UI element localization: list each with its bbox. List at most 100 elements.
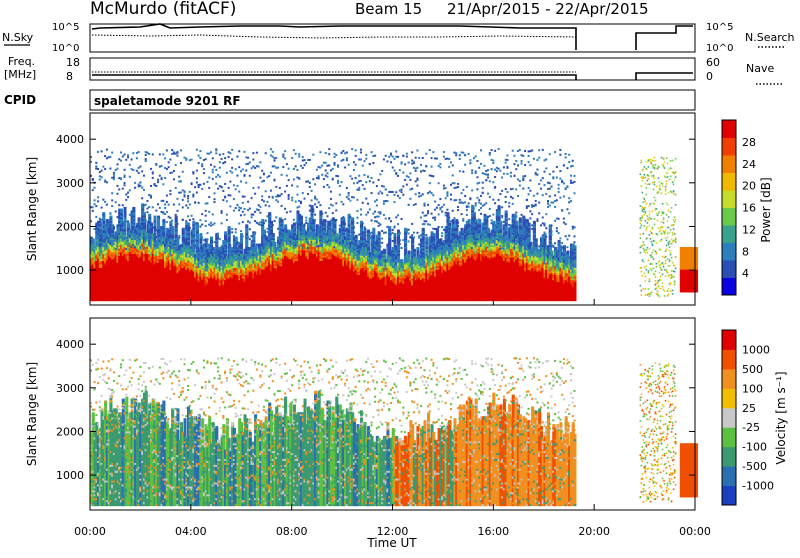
power-cell [162, 219, 165, 223]
power-cell [166, 195, 168, 197]
nsearch-label: N.Search [745, 31, 795, 44]
cpid-value: spaletamode 9201 RF [94, 94, 241, 108]
power-cell [258, 223, 260, 225]
power-cell [235, 231, 237, 233]
power-cell [259, 177, 261, 179]
power-cell [143, 248, 145, 250]
power-cell [226, 172, 228, 174]
power-cell [157, 203, 159, 205]
power-cell [108, 222, 110, 224]
power-cell [249, 238, 251, 240]
power-cell [108, 156, 110, 158]
power-cell [196, 149, 198, 151]
power-cell [281, 193, 283, 195]
power-cell [210, 222, 212, 224]
power-cell [124, 207, 127, 211]
power-cell [229, 194, 231, 196]
power-cell [210, 237, 213, 241]
power-cell [150, 223, 153, 227]
power-cell [247, 236, 249, 238]
power-cell [274, 179, 276, 181]
power-cell [155, 236, 157, 238]
power-cell [169, 193, 171, 195]
power-cell [184, 191, 186, 193]
power-cell [97, 168, 99, 170]
power-cell [178, 237, 180, 239]
power-cell [141, 170, 143, 172]
power-cell [191, 159, 193, 161]
power-cell [136, 152, 138, 154]
power-cell [95, 165, 97, 167]
power-cell [245, 156, 247, 158]
power-cell [157, 232, 159, 234]
power-cell [268, 225, 270, 227]
power-cell [247, 201, 249, 203]
power-cell [141, 211, 143, 213]
cpid-label: CPID [4, 93, 36, 107]
power-cell [268, 221, 270, 223]
power-cell [178, 203, 180, 205]
power-cell [104, 168, 106, 170]
power-cell [122, 227, 124, 229]
power-cell [219, 185, 221, 187]
power-cell [277, 243, 279, 245]
power-cell [118, 204, 120, 206]
power-cell [113, 228, 115, 230]
power-cell [131, 168, 133, 170]
power-cell [139, 181, 141, 183]
power-cell [141, 204, 143, 206]
power-cell [219, 161, 221, 163]
power-cell [148, 153, 150, 155]
power-cell [238, 191, 240, 193]
power-cell [229, 205, 231, 207]
power-cell [245, 163, 247, 165]
power-cell [162, 241, 164, 243]
power-cell [109, 156, 111, 158]
power-cell [228, 194, 230, 196]
power-cell [175, 187, 177, 189]
power-cell [217, 235, 219, 237]
power-cell [249, 228, 251, 230]
power-cell [116, 185, 118, 187]
power-cell [268, 175, 270, 177]
power-cell [282, 154, 284, 156]
power-cell [164, 167, 166, 169]
power-cell [178, 192, 180, 194]
power-cell [229, 181, 231, 183]
power-cell [176, 238, 179, 242]
power-cell [281, 237, 283, 239]
power-cell [198, 162, 200, 164]
power-cell [244, 174, 246, 176]
power-cell [272, 233, 275, 237]
power-cell [99, 175, 101, 177]
power-cell [194, 245, 196, 247]
power-cell [102, 214, 104, 216]
power-cell [161, 165, 163, 167]
power-cell [148, 206, 150, 208]
power-cell [270, 226, 272, 228]
power-cell [139, 185, 141, 187]
power-cell [238, 150, 240, 152]
power-cell [242, 169, 244, 171]
power-cell [146, 200, 148, 202]
power-cell [217, 237, 219, 239]
power-cell [106, 181, 108, 183]
power-cell [206, 244, 208, 246]
power-cell [157, 236, 159, 238]
power-cell [154, 234, 156, 236]
power-cell [192, 196, 194, 198]
power-scatter [90, 148, 698, 301]
power-cell [138, 151, 140, 153]
power-cell [159, 237, 161, 239]
power-cell [191, 232, 193, 234]
power-cell [212, 213, 214, 215]
power-cell [244, 196, 246, 198]
power-cell [178, 235, 180, 237]
power-cell [127, 154, 129, 156]
power-cell [236, 156, 238, 158]
power-cell [106, 236, 108, 238]
power-cell [189, 219, 191, 221]
power-cell [274, 242, 277, 246]
power-cell [169, 172, 171, 174]
power-cell [228, 234, 230, 236]
